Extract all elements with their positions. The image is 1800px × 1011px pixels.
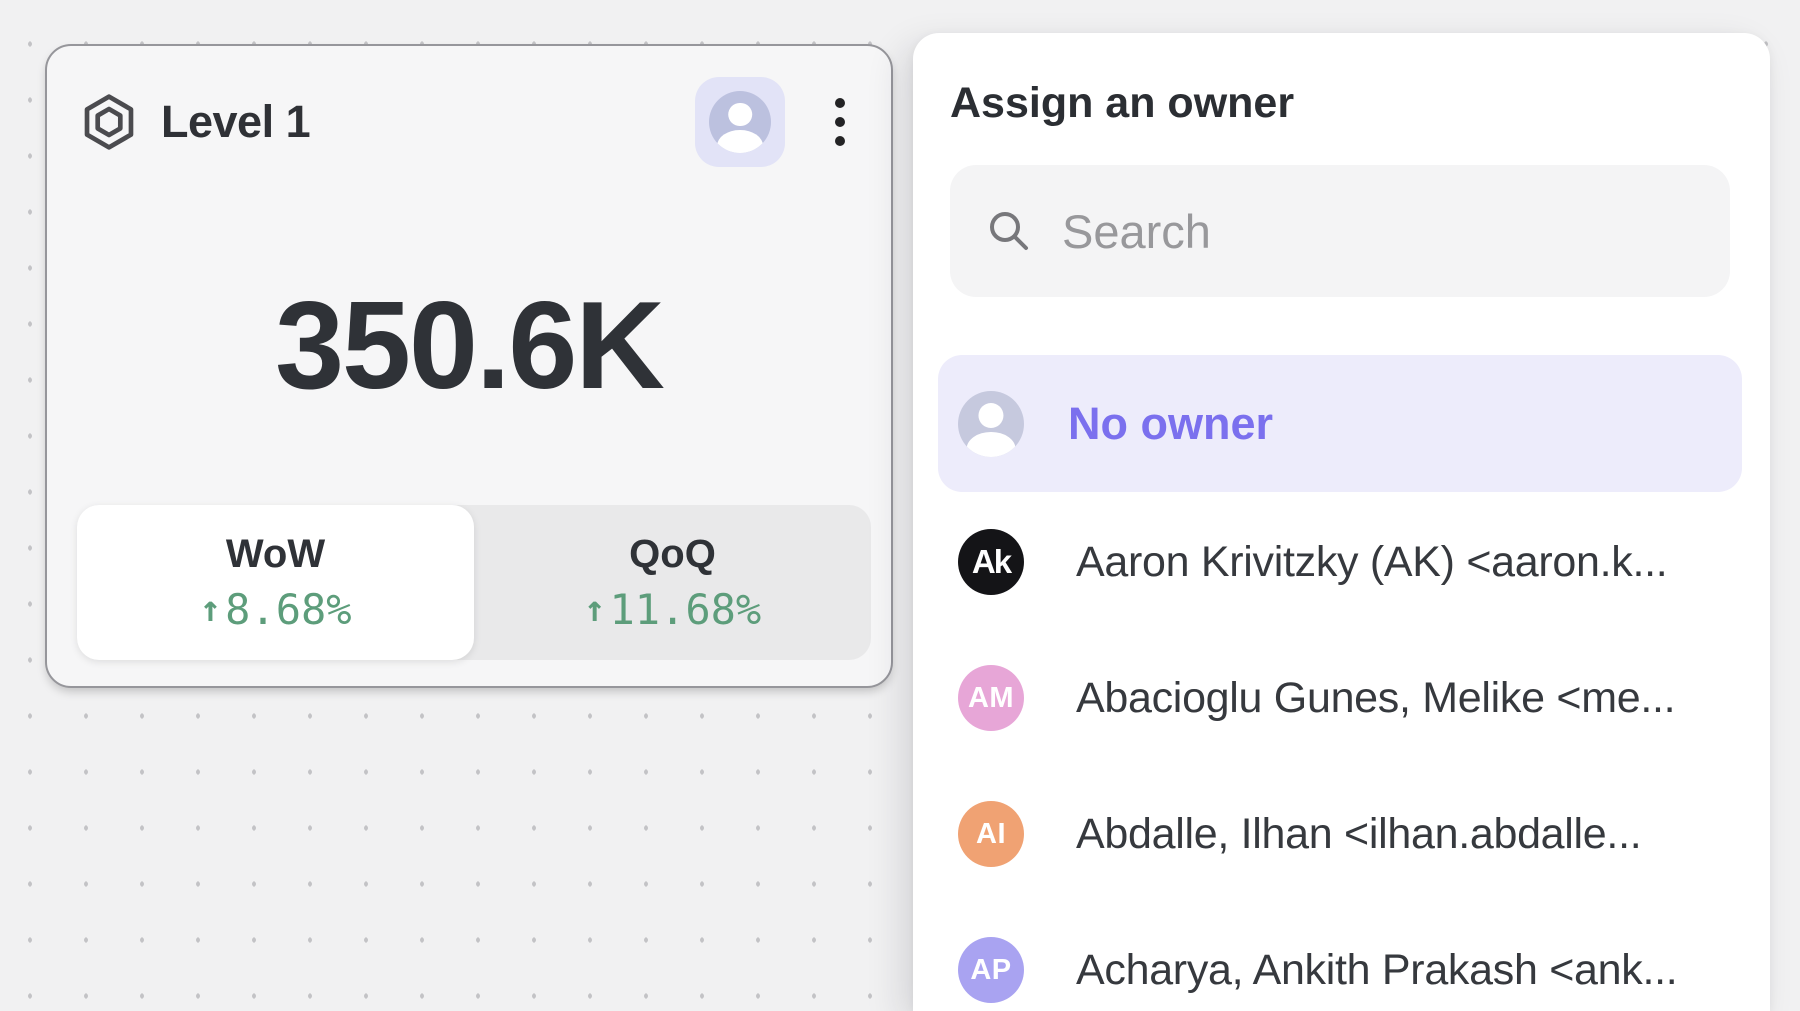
owner-option-row[interactable]: AM Abacioglu Gunes, Melike <me...: [958, 665, 1710, 731]
owner-name: Abacioglu Gunes, Melike <me...: [1076, 673, 1676, 722]
owner-option-row[interactable]: AP Acharya, Ankith Prakash <ank...: [958, 937, 1710, 1003]
owner-name: Aaron Krivitzky (AK) <aaron.k...: [1076, 537, 1668, 586]
avatar-monogram: Ak: [958, 529, 1024, 595]
no-owner-label: No owner: [1068, 397, 1274, 449]
metric-card-title: Level 1: [161, 96, 311, 147]
search-icon: [990, 212, 1028, 250]
metric-card-level1[interactable]: Level 1 350.6K WoW ↑ 8.68% QoQ ↑ 11.68%: [45, 44, 893, 688]
assign-owner-button[interactable]: [695, 77, 785, 167]
no-owner-option[interactable]: No owner: [938, 355, 1742, 492]
assign-owner-panel: Assign an owner No owner Ak Aaron Krivit…: [913, 33, 1770, 1011]
hexagon-metric-icon: [84, 94, 134, 150]
tab-qoq-delta: ↑ 11.68%: [584, 585, 761, 634]
up-arrow-icon: ↑: [199, 588, 222, 630]
owner-name: Abdalle, Ilhan <ilhan.abdalle...: [1076, 809, 1642, 858]
tab-qoq-label: QoQ: [629, 531, 716, 576]
kebab-menu-button[interactable]: [829, 92, 851, 152]
no-owner-avatar-icon: [958, 390, 1024, 457]
up-arrow-icon: ↑: [583, 588, 606, 630]
owner-option-row[interactable]: Ak Aaron Krivitzky (AK) <aaron.k...: [958, 529, 1710, 595]
tab-wow-delta: ↑ 8.68%: [199, 585, 351, 634]
avatar-monogram: AM: [958, 665, 1024, 731]
tab-qoq-delta-value: 11.68%: [609, 584, 762, 634]
panel-title: Assign an owner: [950, 79, 1295, 127]
avatar-monogram: AP: [958, 937, 1024, 1003]
comparison-tabs: WoW ↑ 8.68% QoQ ↑ 11.68%: [77, 505, 871, 660]
tab-qoq[interactable]: QoQ ↑ 11.68%: [474, 505, 871, 660]
metric-value: 350.6K: [275, 277, 665, 415]
tab-wow-label: WoW: [225, 531, 326, 576]
owner-avatar-icon: [709, 91, 771, 153]
owner-option-row[interactable]: AI Abdalle, Ilhan <ilhan.abdalle...: [958, 801, 1710, 867]
owner-name: Acharya, Ankith Prakash <ank...: [1076, 945, 1678, 994]
metric-card-header: Level 1: [81, 74, 851, 170]
owner-search-box[interactable]: [950, 165, 1730, 297]
tab-wow-delta-value: 8.68%: [225, 584, 352, 634]
tab-wow[interactable]: WoW ↑ 8.68%: [77, 505, 474, 660]
avatar-monogram: AI: [958, 801, 1024, 867]
owner-search-input[interactable]: [1060, 202, 1694, 260]
